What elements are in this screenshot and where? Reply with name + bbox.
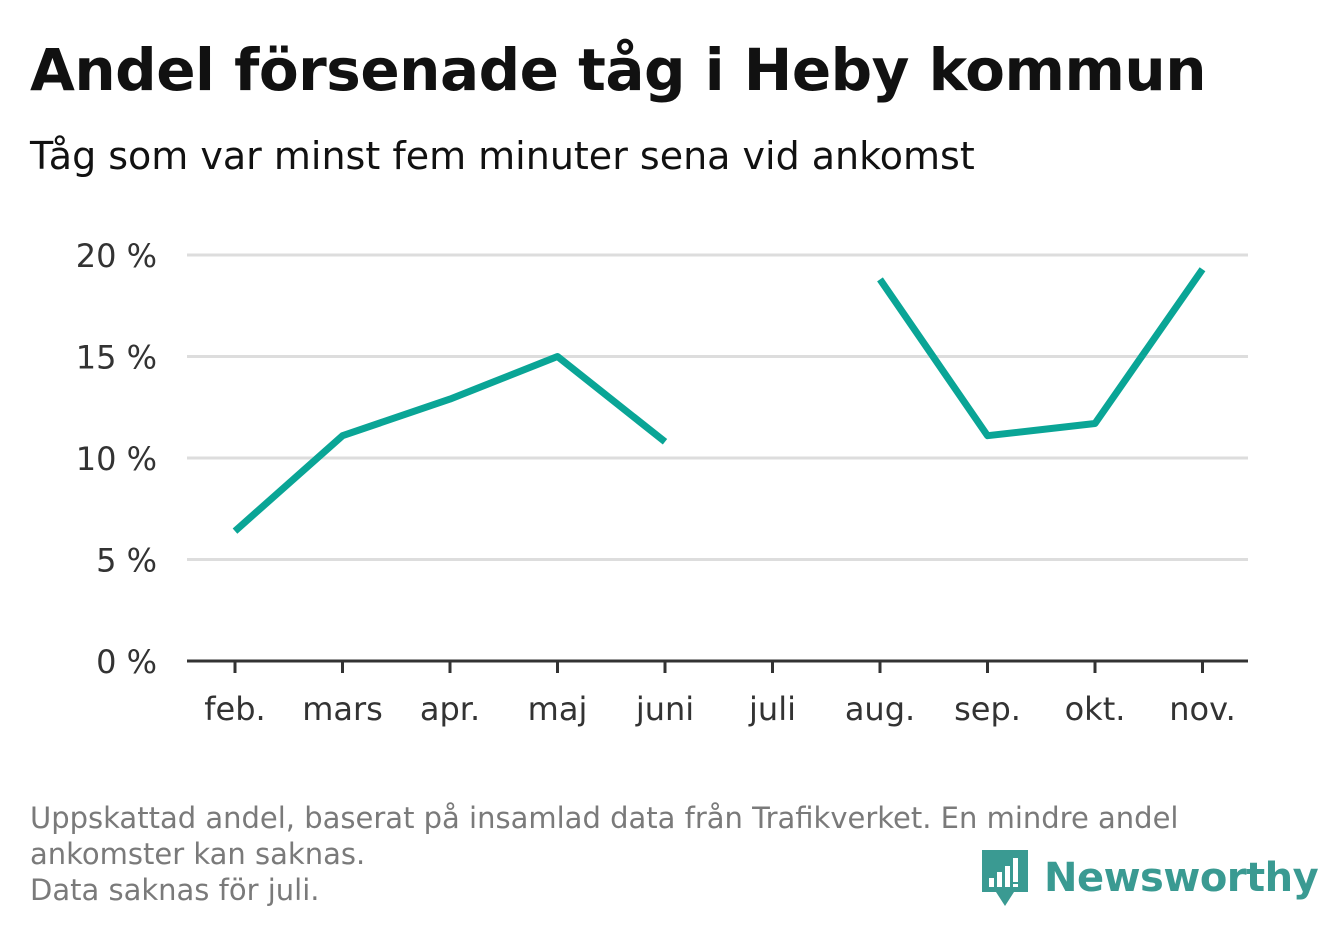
bar-chart-bubble-icon xyxy=(982,850,1028,906)
brand-logo: Newsworthy xyxy=(980,848,1319,908)
y-tick-label: 10 % xyxy=(76,440,157,478)
series-line-segment xyxy=(877,267,1206,440)
x-tick-label: nov. xyxy=(1169,690,1235,728)
y-tick-label: 15 % xyxy=(76,339,157,377)
chart-subtitle: Tåg som var minst fem minuter sena vid a… xyxy=(30,134,975,178)
x-tick-label: okt. xyxy=(1065,690,1126,728)
x-tick-label: aug. xyxy=(845,690,915,728)
footnote-line-2: ankomster kan saknas. xyxy=(30,837,366,871)
footnote: Uppskattad andel, baserat på insamlad da… xyxy=(30,800,1280,908)
x-tick-label: mars xyxy=(302,690,383,728)
x-tick-label: maj xyxy=(528,690,588,728)
x-tick-label: apr. xyxy=(420,690,480,728)
footnote-line-3: Data saknas för juli. xyxy=(30,873,320,907)
y-axis-labels: 0 % 5 % 10 % 15 % 20 % xyxy=(76,237,157,681)
brand-name: Newsworthy xyxy=(1044,855,1319,901)
chart-title: Andel försenade tåg i Heby kommun xyxy=(30,36,1206,104)
x-tick-label: juli xyxy=(748,690,796,728)
footnote-line-1: Uppskattad andel, baserat på insamlad da… xyxy=(30,801,1179,835)
y-tick-label: 0 % xyxy=(96,643,157,681)
x-axis-labels: feb. mars apr. maj juni juli aug. sep. okt. nov. xyxy=(204,690,1235,728)
series-lines xyxy=(232,267,1206,534)
x-tick-label: juni xyxy=(635,690,694,728)
y-tick-label: 5 % xyxy=(96,542,157,580)
line-chart: 0 % 5 % 10 % 15 % 20 % feb. mars apr. maj juni ju… xyxy=(76,237,1248,728)
x-axis xyxy=(187,659,1248,673)
y-tick-label: 20 % xyxy=(76,237,157,275)
x-tick-label: sep. xyxy=(954,690,1021,728)
series-line-segment xyxy=(232,353,668,534)
gridlines xyxy=(187,253,1248,561)
x-tick-label: feb. xyxy=(204,690,265,728)
